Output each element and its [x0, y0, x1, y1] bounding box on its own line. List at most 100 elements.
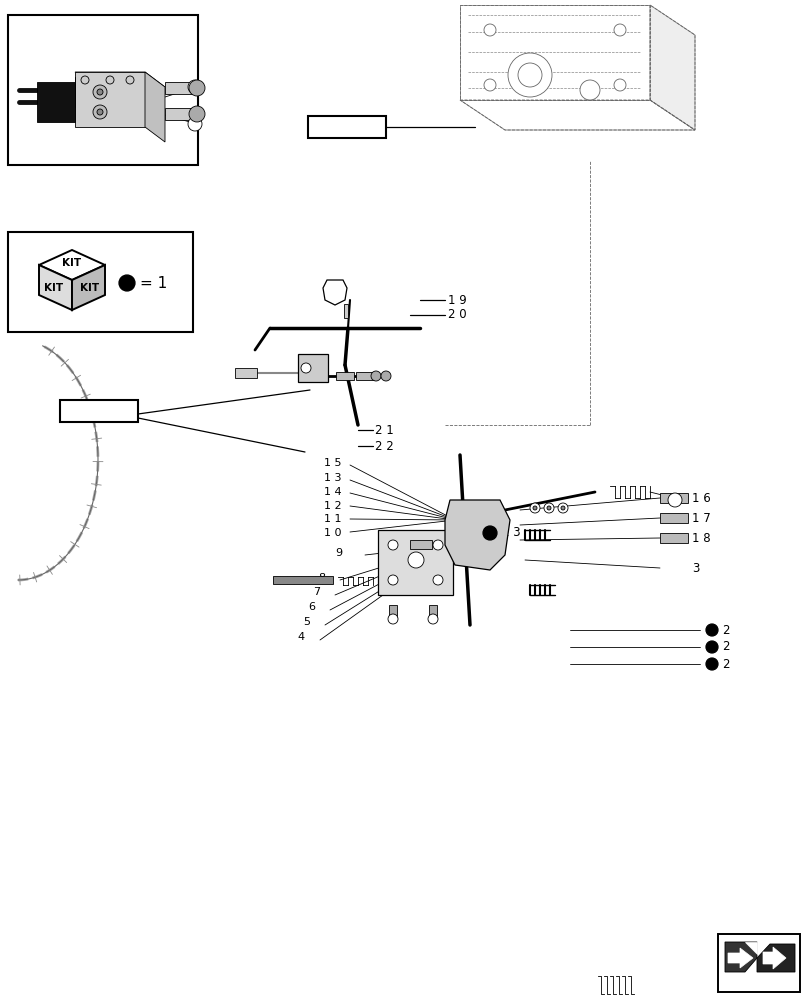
Polygon shape: [460, 5, 649, 100]
Circle shape: [613, 79, 625, 91]
Circle shape: [189, 106, 204, 122]
Circle shape: [188, 117, 202, 131]
Bar: [165, 108, 195, 120]
Text: 6: 6: [307, 602, 315, 612]
Text: 1 5: 1 5: [324, 458, 341, 468]
Text: 2: 2: [721, 624, 728, 636]
Bar: [60, 400, 138, 422]
Circle shape: [388, 614, 397, 624]
Text: 1 4: 1 4: [324, 487, 341, 497]
Text: 2: 2: [721, 658, 728, 670]
Circle shape: [432, 540, 443, 550]
Circle shape: [188, 80, 202, 94]
Polygon shape: [649, 5, 694, 130]
Polygon shape: [727, 948, 752, 968]
Circle shape: [93, 105, 107, 119]
Polygon shape: [762, 947, 785, 969]
Text: 1 9: 1 9: [448, 294, 466, 306]
Circle shape: [557, 503, 568, 513]
Bar: [659, 533, 687, 543]
Text: KIT: KIT: [62, 258, 81, 268]
Bar: [659, 513, 687, 523]
Text: 1 1: 1 1: [324, 514, 341, 524]
Circle shape: [508, 53, 551, 97]
Polygon shape: [298, 354, 328, 382]
Bar: [410, 540, 431, 549]
Circle shape: [517, 63, 541, 87]
Text: KIT: KIT: [80, 283, 100, 293]
Bar: [234, 368, 257, 378]
Bar: [307, 116, 385, 138]
Circle shape: [483, 526, 496, 540]
Circle shape: [301, 363, 311, 373]
Circle shape: [705, 641, 717, 653]
Text: 1 6: 1 6: [691, 491, 710, 504]
Circle shape: [106, 76, 114, 84]
Circle shape: [371, 371, 380, 381]
Text: 1 8: 1 8: [691, 532, 710, 544]
Circle shape: [97, 89, 103, 95]
Text: 2: 2: [721, 640, 728, 654]
Bar: [344, 304, 348, 318]
Circle shape: [530, 503, 539, 513]
Polygon shape: [37, 82, 75, 122]
Circle shape: [483, 24, 496, 36]
Bar: [8, 232, 193, 332]
Text: 1.96.1: 1.96.1: [79, 404, 118, 418]
Polygon shape: [75, 72, 145, 127]
Circle shape: [388, 575, 397, 585]
Text: 1 2: 1 2: [324, 501, 341, 511]
Polygon shape: [323, 280, 346, 305]
Bar: [428, 605, 436, 619]
Bar: [165, 82, 195, 94]
Polygon shape: [145, 72, 165, 142]
Bar: [378, 530, 453, 595]
Circle shape: [613, 24, 625, 36]
Text: KIT: KIT: [45, 283, 63, 293]
Text: 1 0: 1 0: [324, 528, 341, 538]
Circle shape: [579, 80, 599, 100]
Bar: [336, 372, 354, 380]
Circle shape: [547, 506, 551, 510]
Polygon shape: [39, 250, 105, 280]
Text: 2 2: 2 2: [375, 440, 393, 452]
Circle shape: [432, 575, 443, 585]
Circle shape: [667, 493, 681, 507]
Circle shape: [427, 614, 437, 624]
Bar: [272, 576, 333, 584]
Text: 4: 4: [298, 632, 305, 642]
Circle shape: [407, 552, 423, 568]
Polygon shape: [724, 942, 756, 972]
Circle shape: [189, 80, 204, 96]
Polygon shape: [756, 944, 794, 972]
Text: 1 7: 1 7: [691, 512, 710, 524]
Bar: [355, 372, 374, 380]
Text: 1.82.0: 1.82.0: [327, 121, 367, 134]
Circle shape: [543, 503, 553, 513]
Text: 2 1: 2 1: [375, 424, 393, 436]
Polygon shape: [744, 942, 756, 954]
Circle shape: [483, 79, 496, 91]
Text: 9: 9: [334, 548, 341, 558]
Polygon shape: [75, 72, 165, 87]
Text: 5: 5: [303, 617, 310, 627]
Text: = 1: = 1: [139, 275, 167, 290]
Bar: [659, 493, 687, 503]
Bar: [388, 605, 397, 619]
Text: 7: 7: [312, 587, 320, 597]
Circle shape: [388, 540, 397, 550]
Polygon shape: [444, 500, 509, 570]
Circle shape: [532, 506, 536, 510]
Text: 3: 3: [691, 562, 698, 574]
Circle shape: [705, 658, 717, 670]
Circle shape: [560, 506, 564, 510]
Text: 8: 8: [317, 573, 324, 583]
Circle shape: [81, 76, 89, 84]
Circle shape: [97, 109, 103, 115]
Text: 2 3: 2 3: [501, 526, 520, 540]
Polygon shape: [460, 100, 694, 130]
Circle shape: [705, 624, 717, 636]
Bar: [717, 934, 799, 992]
Circle shape: [126, 76, 134, 84]
Polygon shape: [72, 265, 105, 310]
